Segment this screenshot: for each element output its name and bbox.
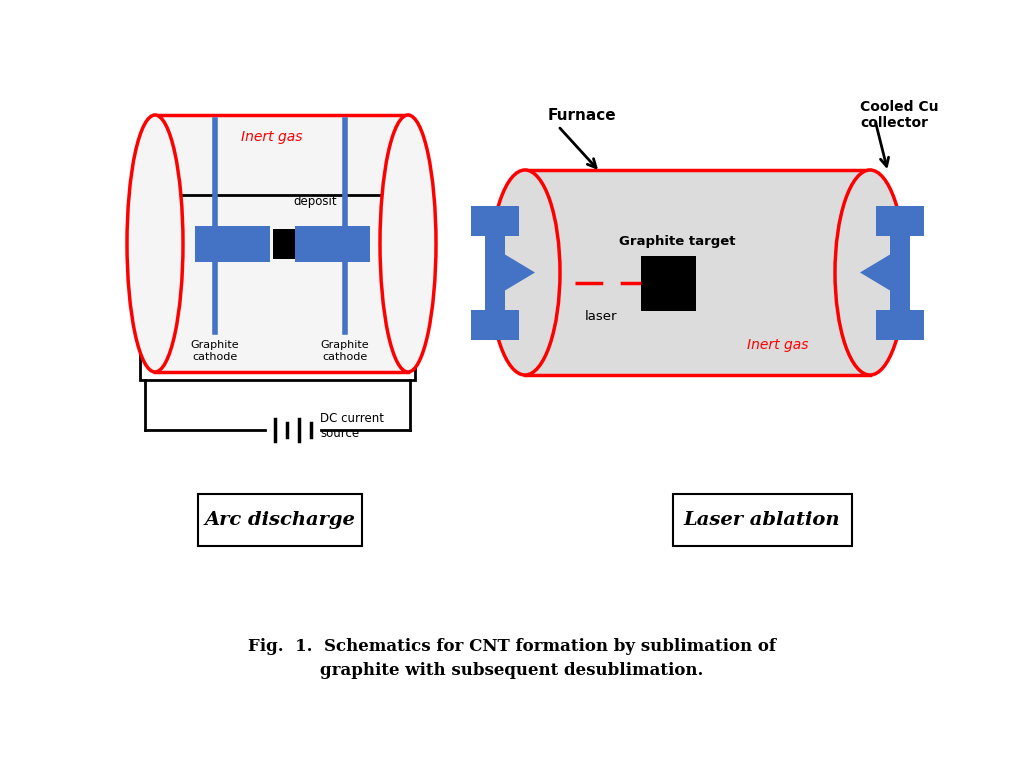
Text: Inert gas: Inert gas bbox=[746, 338, 808, 352]
Text: graphite with subsequent desublimation.: graphite with subsequent desublimation. bbox=[321, 662, 703, 679]
Text: laser: laser bbox=[585, 310, 617, 323]
Bar bbox=[295, 226, 370, 261]
Polygon shape bbox=[505, 254, 535, 290]
Text: Furnace: Furnace bbox=[548, 108, 616, 123]
Bar bbox=[876, 310, 924, 339]
Text: Inert gas: Inert gas bbox=[241, 130, 302, 144]
Bar bbox=[140, 195, 415, 380]
Text: Fig.  1.  Schematics for CNT formation by sublimation of: Fig. 1. Schematics for CNT formation by … bbox=[248, 638, 776, 655]
Text: Graphite target: Graphite target bbox=[620, 234, 736, 247]
Bar bbox=[471, 206, 519, 236]
Text: Graphite
cathode: Graphite cathode bbox=[190, 340, 240, 362]
Text: deposit: deposit bbox=[293, 196, 337, 208]
Text: Graphite
cathode: Graphite cathode bbox=[321, 340, 370, 362]
Bar bbox=[273, 229, 295, 259]
Ellipse shape bbox=[380, 115, 436, 372]
FancyBboxPatch shape bbox=[198, 494, 362, 546]
Ellipse shape bbox=[835, 170, 905, 375]
Bar bbox=[890, 236, 910, 310]
Bar bbox=[876, 206, 924, 236]
Bar bbox=[640, 256, 695, 310]
Ellipse shape bbox=[490, 170, 560, 375]
Ellipse shape bbox=[127, 115, 183, 372]
Text: Laser ablation: Laser ablation bbox=[684, 511, 841, 529]
Text: DC current
source: DC current source bbox=[321, 412, 384, 440]
Text: Cooled Cu
collector: Cooled Cu collector bbox=[860, 100, 939, 131]
Text: Arc discharge: Arc discharge bbox=[205, 511, 355, 529]
FancyBboxPatch shape bbox=[673, 494, 852, 546]
Bar bbox=[155, 115, 408, 372]
Bar bbox=[471, 310, 519, 339]
Bar bbox=[525, 170, 870, 375]
Polygon shape bbox=[860, 254, 890, 290]
Bar bbox=[195, 226, 270, 261]
Bar bbox=[485, 236, 505, 310]
